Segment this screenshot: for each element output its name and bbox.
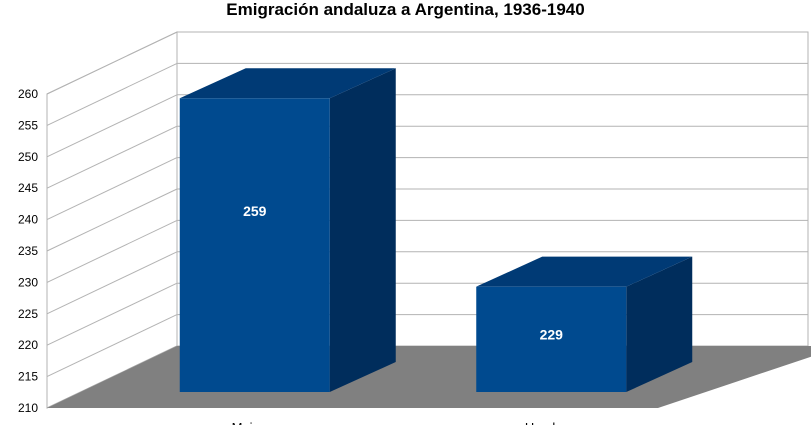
data-label: 229 [540, 326, 564, 342]
grid-line-side [46, 62, 178, 126]
y-axis-ticks: 210 215 220 225 230 235 240 245 250 255 260 [18, 87, 38, 415]
y-tick-label: 220 [18, 338, 38, 352]
data-label: 259 [243, 203, 267, 219]
chart-title: Emigración andaluza a Argentina, 1936-19… [226, 0, 585, 19]
y-tick-label: 245 [18, 181, 38, 195]
bar: 259 [179, 68, 396, 392]
y-tick-label: 235 [18, 244, 38, 258]
y-tick-label: 260 [18, 87, 38, 101]
bar-side [626, 256, 693, 392]
x-axis-labels: Mujeres Hombres [232, 420, 578, 425]
bars: 259 229 [179, 68, 693, 392]
y-tick-label: 210 [18, 401, 38, 415]
grid-line-side [46, 282, 178, 346]
grid-line-side [46, 94, 178, 158]
grid-line-side [46, 31, 178, 95]
y-tick-label: 240 [18, 213, 38, 227]
y-tick-label: 225 [18, 307, 38, 321]
grid-line-side [46, 314, 178, 378]
bar-front [179, 98, 330, 392]
y-tick-label: 255 [18, 118, 38, 132]
grid-line-side [46, 157, 178, 221]
bar: 229 [476, 256, 693, 392]
chart-floor [47, 346, 811, 408]
bar-top [476, 256, 693, 287]
bar-side [329, 68, 396, 392]
grid-line-side [46, 219, 178, 283]
bar-front [476, 286, 627, 392]
x-category-label: Mujeres [232, 420, 279, 425]
x-category-label: Hombres [525, 420, 578, 425]
y-tick-label: 250 [18, 150, 38, 164]
y-tick-label: 215 [18, 370, 38, 384]
y-tick-label: 230 [18, 275, 38, 289]
grid-line-side [46, 188, 178, 252]
bar-top [179, 68, 396, 99]
grid-line-side [46, 125, 178, 189]
grid-line-side [46, 251, 178, 315]
